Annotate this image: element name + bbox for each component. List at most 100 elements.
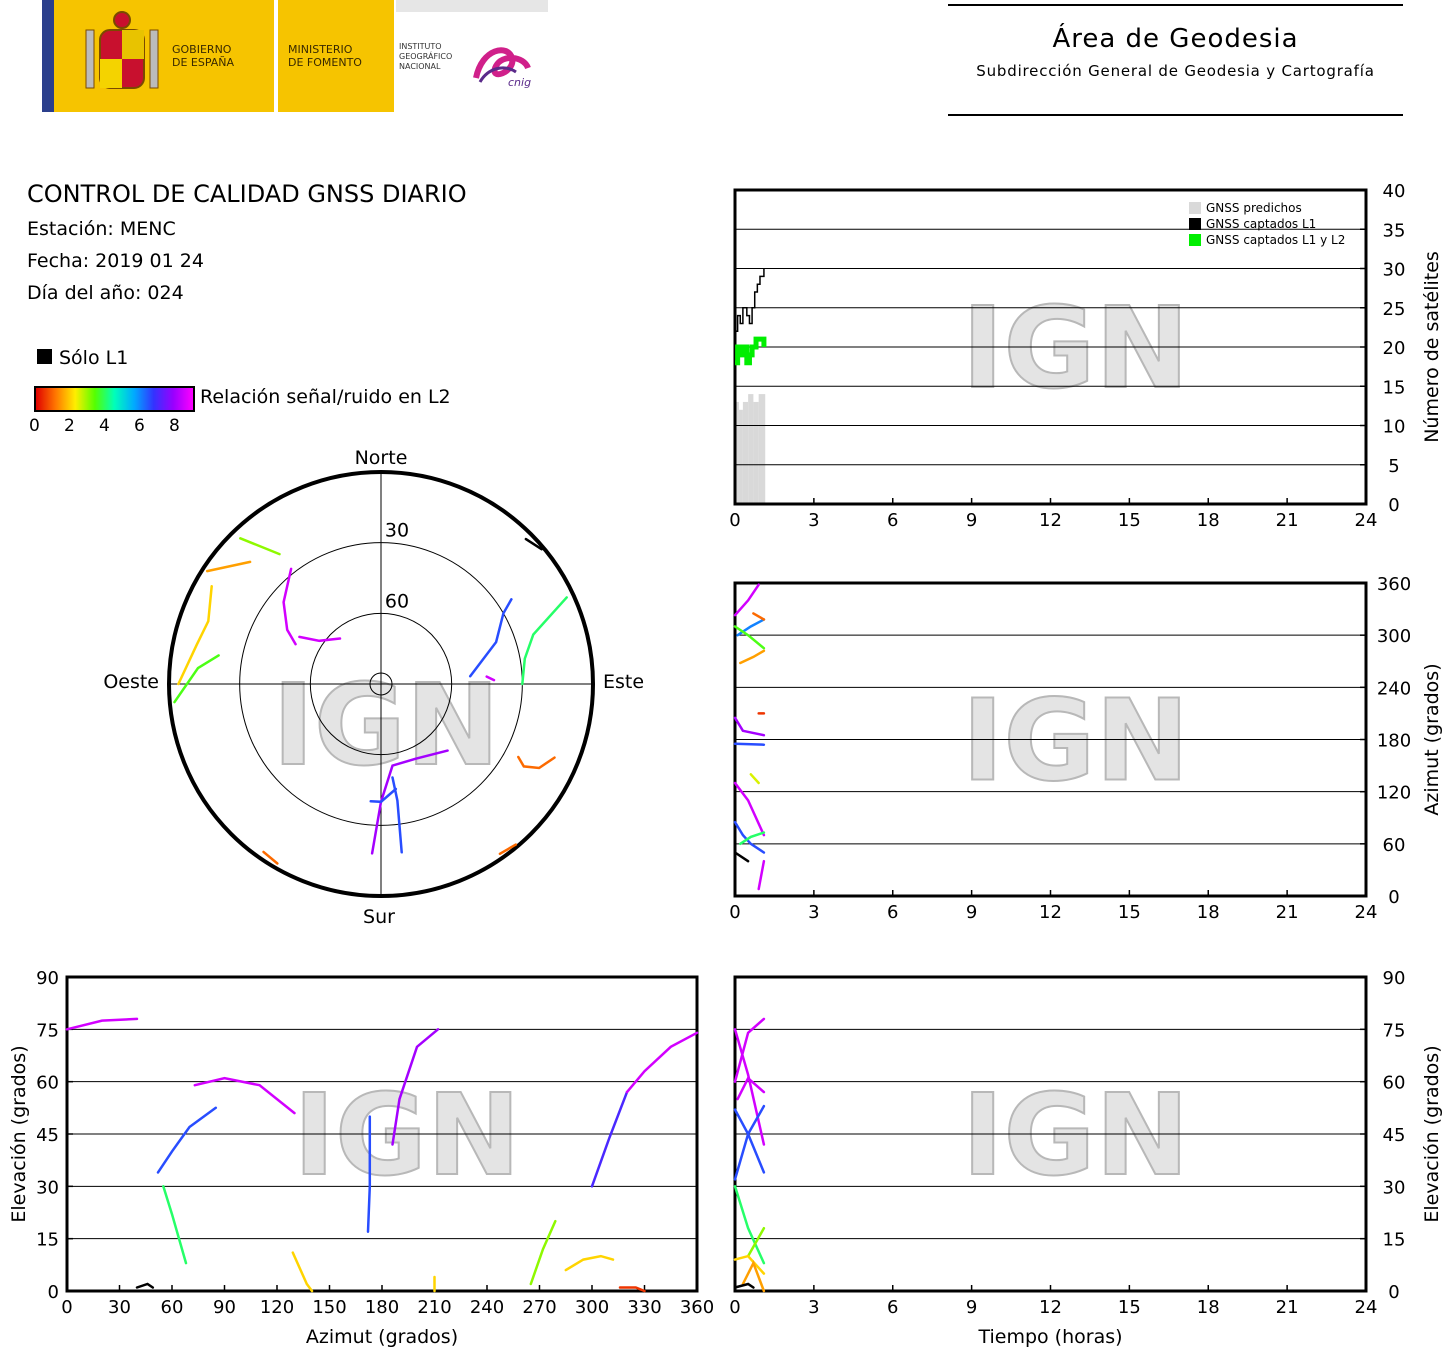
elevaz-track [529,1219,557,1286]
count-ytick-label: 20 [1383,338,1406,359]
azimuth-ytick-label: 360 [1377,574,1411,595]
elevaz-track [135,1282,155,1289]
elevaz-frame [65,975,699,1293]
azimuth-track [752,612,766,621]
count-frame [733,188,1368,506]
elevtime-xtick-label: 24 [1355,1297,1378,1318]
azimuth-ytick-label: 300 [1377,626,1411,647]
legend-swatch [1189,234,1201,246]
azimuth-track [733,742,766,746]
gobierno-logo: GOBIERNO DE ESPAÑA [66,0,274,112]
ign-line3: NACIONAL [399,62,441,71]
ign-line2: GEOGRÁFICO [399,52,453,61]
elevaz-track [291,1251,314,1293]
elevaz-xtick-label: 360 [680,1297,714,1318]
azimuth-xtick-label: 9 [966,902,977,923]
legend-label: GNSS captados L1 [1206,217,1316,231]
elevaz-ylabel: Elevación (grados) [8,1045,30,1222]
elevaz-xtick-label: 300 [575,1297,609,1318]
elevaz-ytick-label: 30 [36,1177,59,1198]
l1l2-step [735,336,767,366]
count-xtick-label: 3 [808,510,819,531]
elevaz-xtick-label: 210 [417,1297,451,1318]
elevaz-watermark: IGN [293,1071,520,1201]
elevaz-track [366,1115,372,1233]
skyplot-track [370,749,449,855]
snr-label: Relación señal/ruido en L2 [200,386,451,408]
elevaz-track [193,1076,296,1115]
azimuth-frame [733,581,1368,898]
skyplot-west-label: Oeste [103,671,159,693]
count-xtick-label: 24 [1355,510,1378,531]
skyplot-track [205,560,252,573]
azimuth-track [733,625,766,650]
elevaz-xtick-label: 60 [161,1297,184,1318]
skyplot-north-label: Norte [355,447,408,469]
legend-swatch [1189,202,1201,214]
azimuth-track [733,716,766,737]
azimuth-track [736,618,766,637]
snr-tick: 4 [99,416,110,436]
elevtime-ylabel: Elevación (grados) [1421,1045,1443,1222]
azimuth-track [739,649,766,665]
elevaz-xtick-label: 150 [312,1297,346,1318]
azimuth-xtick-label: 6 [887,902,898,923]
elevtime-watermark: IGN [962,1071,1189,1201]
min-line2: DE FOMENTO [288,56,362,69]
snr-tick: 8 [169,416,180,436]
elevtime-xlabel: Tiempo (horas) [977,1326,1122,1348]
area-header-box [948,4,1403,116]
elevaz-ytick-label: 0 [48,1282,59,1303]
azimuth-xtick-label: 0 [729,902,740,923]
skyplot-track [521,596,568,686]
elevtime-track [733,1028,766,1146]
count-xtick-label: 12 [1039,510,1062,531]
gov-line2: DE ESPAÑA [172,56,235,69]
snr-tick: 6 [134,416,145,436]
elevaz-ytick-label: 15 [36,1230,59,1251]
elevtime-track [736,1076,766,1101]
elevaz-ytick-label: 90 [36,968,59,989]
skyplot-watermark: IGN [272,661,499,791]
elevtime-ytick-label: 45 [1383,1125,1406,1146]
ministerio-logo: MINISTERIO DE FOMENTO [278,0,394,112]
legend-swatch [1189,218,1201,230]
elevtime-frame [733,975,1368,1293]
skyplot-track [391,776,403,854]
count-ytick-label: 0 [1388,495,1399,516]
elevaz-track [162,1185,188,1265]
count-ylabel: Número de satélites [1421,251,1443,443]
skyplot-ring-label: 60 [385,590,409,612]
azimuth-xtick-label: 12 [1039,902,1062,923]
skyplot-track [524,537,543,551]
elevtime-xtick-label: 6 [887,1297,898,1318]
skyplot-track [239,537,281,556]
elevaz-track [156,1106,218,1174]
azimuth-track [749,773,760,785]
azimuth-ylabel: Azimut (grados) [1421,663,1443,815]
snr-tick: 0 [29,416,40,436]
elevtime-xtick-label: 0 [729,1297,740,1318]
azimuth-ytick-label: 120 [1377,783,1411,804]
cnig-swirl-icon: cnig [473,47,531,89]
count-xtick-label: 15 [1118,510,1141,531]
elevaz-xtick-label: 0 [61,1297,72,1318]
azimuth-xtick-label: 21 [1276,902,1299,923]
area-title: Área de Geodesia [1052,24,1299,54]
count-xtick-label: 9 [966,510,977,531]
predicted-bar [753,401,759,504]
count-ytick-label: 40 [1383,181,1406,202]
legend-label: GNSS predichos [1206,201,1302,215]
skyplot-track [173,654,220,704]
elevaz-xtick-label: 30 [108,1297,131,1318]
l1-only-swatch [37,349,52,364]
min-line1: MINISTERIO [288,43,353,56]
date-label: Fecha: 2019 01 24 [27,250,204,272]
predicted-bar [736,401,739,504]
elevtime-xtick-label: 3 [808,1297,819,1318]
count-ytick-label: 30 [1383,260,1406,281]
azimuth-xtick-label: 24 [1355,902,1378,923]
azimuth-ytick-label: 60 [1383,835,1406,856]
coat-of-arms-icon [85,11,159,89]
